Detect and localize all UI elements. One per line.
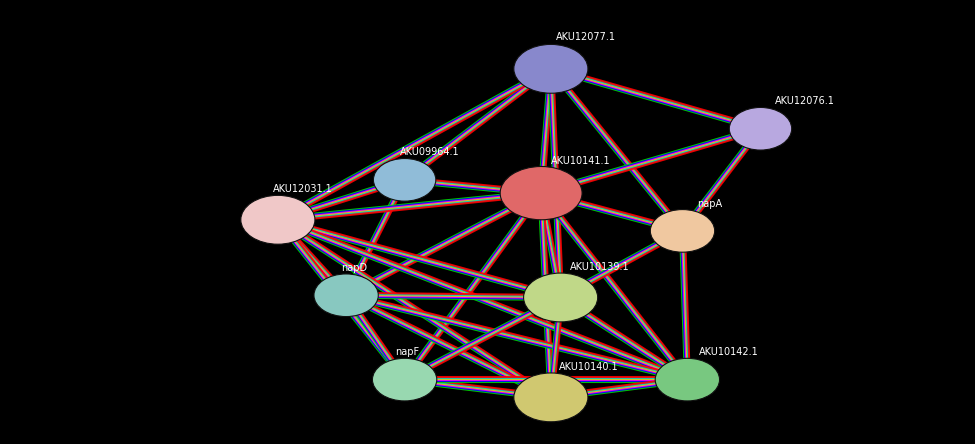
Ellipse shape (729, 107, 792, 150)
Ellipse shape (241, 195, 315, 244)
Ellipse shape (514, 373, 588, 422)
Text: AKU10141.1: AKU10141.1 (551, 155, 610, 166)
Ellipse shape (372, 358, 437, 401)
Ellipse shape (655, 358, 720, 401)
Text: AKU12031.1: AKU12031.1 (273, 184, 332, 194)
Text: AKU10140.1: AKU10140.1 (559, 361, 618, 372)
Text: AKU10139.1: AKU10139.1 (570, 262, 630, 272)
Text: AKU12076.1: AKU12076.1 (775, 95, 835, 106)
Text: napF: napF (395, 347, 419, 357)
Text: napD: napD (341, 263, 368, 273)
Ellipse shape (514, 44, 588, 93)
Ellipse shape (373, 159, 436, 201)
Text: AKU09964.1: AKU09964.1 (400, 147, 459, 157)
Ellipse shape (650, 210, 715, 252)
Ellipse shape (500, 166, 582, 220)
Text: AKU10142.1: AKU10142.1 (699, 347, 759, 357)
Text: napA: napA (697, 198, 722, 209)
Ellipse shape (524, 273, 598, 322)
Ellipse shape (314, 274, 378, 317)
Text: AKU12077.1: AKU12077.1 (556, 32, 616, 42)
